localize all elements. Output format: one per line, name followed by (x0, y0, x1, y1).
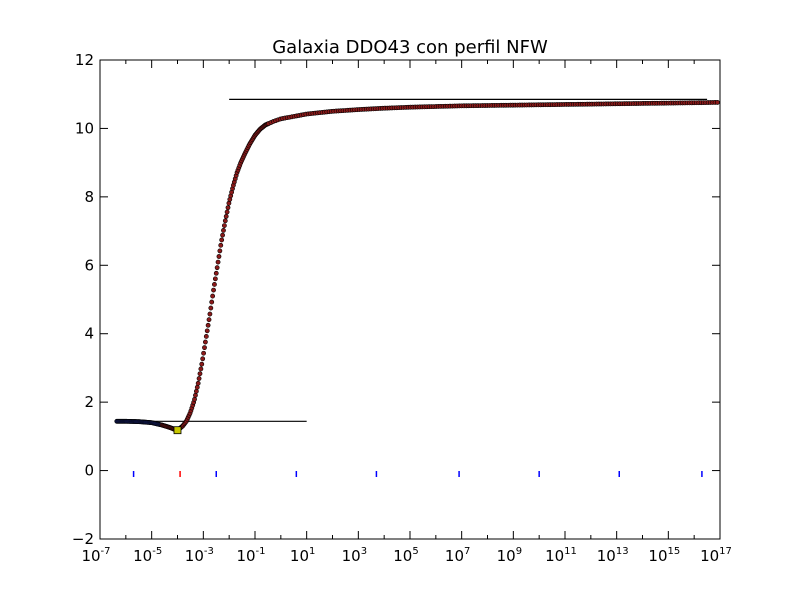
data-point (196, 376, 202, 381)
data-point (194, 384, 200, 390)
data-point (210, 293, 216, 299)
data-point (198, 366, 204, 372)
x-tick-label: 1017 (700, 546, 732, 565)
x-tick-label: 101 (290, 546, 315, 565)
data-point (224, 209, 230, 215)
x-tick-label: 10-3 (185, 546, 214, 565)
plot-frame (99, 59, 721, 540)
y-tick-label: 8 (84, 188, 94, 206)
y-tick-label: 2 (84, 393, 94, 411)
data-point (211, 287, 216, 293)
data-point (203, 334, 209, 339)
data-point (193, 388, 199, 394)
y-tick-label: 4 (84, 325, 94, 343)
data-point (200, 356, 206, 362)
x-tick-label: 107 (445, 546, 470, 565)
data-point (209, 299, 215, 305)
x-tick-label: 10-1 (236, 546, 265, 565)
data-point (193, 392, 198, 398)
data-point (222, 218, 228, 224)
data-point (225, 205, 231, 211)
x-tick-label: 103 (342, 546, 367, 565)
x-tick-label: 105 (393, 546, 418, 565)
x-tick-label: 1015 (648, 546, 680, 565)
x-tick-label: 10-5 (133, 546, 162, 565)
x-tick-label: 109 (497, 546, 522, 565)
data-point (192, 396, 197, 402)
data-point (195, 380, 201, 386)
data-point (218, 242, 224, 248)
data-point (220, 232, 225, 238)
data-point (217, 248, 223, 254)
data-point (215, 259, 221, 265)
data-point (201, 350, 206, 356)
data-point (205, 322, 211, 328)
data-point (204, 328, 210, 334)
data-point (202, 345, 207, 351)
x-tick-label: 10-7 (81, 546, 110, 565)
data-point (212, 282, 217, 287)
y-tick-label: 12 (75, 51, 94, 69)
data-point (213, 270, 219, 276)
data-point (212, 276, 218, 282)
y-tick-label: 10 (75, 119, 94, 137)
data-point (202, 339, 208, 345)
data-point (197, 371, 203, 377)
data-point (216, 254, 222, 259)
x-tick-label: 1013 (597, 546, 629, 565)
x-tick-label: 1011 (545, 546, 577, 565)
data-point (221, 227, 226, 233)
highlight-marker (173, 426, 182, 435)
data-point (214, 265, 220, 271)
y-tick-label: 0 (84, 462, 94, 480)
data-point (207, 311, 213, 317)
data-point (199, 361, 205, 367)
y-tick-label: −2 (72, 530, 94, 548)
data-point (206, 317, 212, 323)
data-point (223, 214, 229, 219)
data-point (219, 237, 225, 243)
y-tick-label: 6 (84, 256, 94, 274)
axes: 10-7 10-5 10-3 10-1 101 103 105 107 109 1011 1013 1… (72, 51, 732, 565)
data-point (226, 200, 232, 206)
data-point (715, 100, 720, 105)
chart-title: Galaxia DDO43 con perfil NFW (272, 37, 548, 58)
data-point (208, 305, 214, 311)
plot-area (114, 98, 720, 477)
data-point (221, 223, 227, 228)
